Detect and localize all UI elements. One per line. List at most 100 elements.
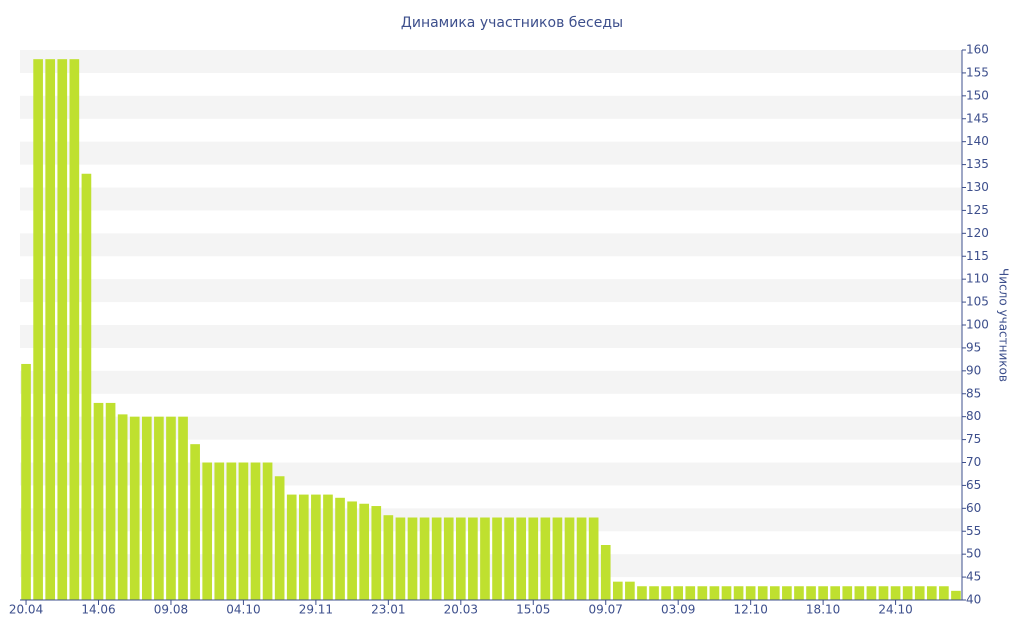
- bar: [166, 416, 176, 600]
- y-tick-label: 100: [966, 318, 989, 332]
- x-tick-label: 20.04: [9, 603, 43, 617]
- bar: [914, 586, 925, 600]
- bar: [794, 586, 804, 600]
- bar: [238, 462, 249, 600]
- bar: [926, 586, 937, 600]
- x-tick-label: 09.07: [589, 603, 623, 617]
- bar: [806, 586, 816, 600]
- y-tick-label: 150: [966, 88, 989, 102]
- y-tick-label: 85: [966, 386, 981, 400]
- bar: [540, 517, 551, 600]
- bar: [383, 515, 394, 600]
- y-tick-label: 155: [966, 65, 989, 79]
- grid-band: [20, 187, 962, 211]
- x-tick-label: 15.05: [516, 603, 550, 617]
- grid-band: [20, 50, 962, 73]
- bar: [178, 416, 188, 600]
- bar: [274, 476, 285, 600]
- x-tick-label: 23.01: [371, 603, 405, 617]
- bar: [576, 517, 587, 600]
- y-tick-label: 55: [966, 524, 981, 538]
- y-tick-label: 110: [966, 272, 989, 286]
- bar: [951, 590, 961, 600]
- y-tick-label: 80: [966, 409, 981, 423]
- bar: [721, 586, 732, 600]
- bar: [890, 586, 901, 600]
- bar: [757, 586, 768, 600]
- bar: [600, 545, 611, 600]
- y-tick-label: 70: [966, 455, 981, 469]
- bar: [141, 416, 152, 600]
- bar: [407, 517, 418, 600]
- bar: [359, 503, 370, 600]
- bar: [625, 581, 635, 600]
- bar: [552, 517, 563, 600]
- grid-band: [20, 416, 962, 440]
- bar: [298, 494, 309, 600]
- bar: [33, 59, 43, 600]
- bar: [129, 416, 140, 600]
- bar: [661, 586, 671, 600]
- y-tick-label: 120: [966, 226, 989, 240]
- bar: [323, 494, 333, 600]
- bar: [492, 517, 502, 600]
- y-tick-label: 130: [966, 180, 989, 194]
- bar: [709, 586, 720, 600]
- bar: [588, 517, 599, 600]
- bar: [45, 59, 56, 600]
- bar: [311, 494, 321, 600]
- bar: [57, 59, 68, 600]
- grid-band: [20, 370, 962, 394]
- bar: [782, 586, 792, 600]
- x-tick-label: 29.11: [299, 603, 333, 617]
- y-axis-label: Число участников: [997, 268, 1011, 382]
- x-tick-label: 12.10: [733, 603, 767, 617]
- bar: [69, 59, 80, 600]
- bar: [697, 586, 708, 600]
- bar: [769, 586, 780, 600]
- bar: [190, 444, 200, 600]
- bar: [902, 586, 913, 600]
- bar: [612, 581, 623, 600]
- bar: [818, 586, 828, 600]
- bar: [117, 414, 128, 600]
- bar: [455, 517, 466, 600]
- bar: [516, 517, 527, 600]
- bar: [93, 402, 104, 600]
- x-tick-label: 24.10: [878, 603, 912, 617]
- bar: [21, 363, 31, 600]
- y-tick-label: 95: [966, 340, 981, 354]
- bar: [347, 501, 357, 600]
- grid-band: [20, 279, 962, 303]
- bar: [564, 517, 575, 600]
- x-tick-label: 14.06: [81, 603, 115, 617]
- grid-band: [20, 233, 962, 257]
- y-tick-label: 105: [966, 295, 989, 309]
- y-tick-label: 135: [966, 157, 989, 171]
- bar: [733, 586, 744, 600]
- bar: [105, 402, 116, 600]
- y-tick-label: 160: [966, 43, 989, 57]
- bar: [673, 586, 684, 600]
- x-tick-label: 09.08: [154, 603, 188, 617]
- bar: [395, 517, 406, 600]
- x-tick-label: 03.09: [661, 603, 695, 617]
- bar: [866, 586, 877, 600]
- y-tick-label: 145: [966, 111, 989, 125]
- bar: [443, 517, 454, 600]
- bar: [649, 586, 659, 600]
- bar: [371, 506, 382, 600]
- bar: [431, 517, 442, 600]
- bar: [335, 497, 345, 600]
- bar: [637, 586, 647, 600]
- bar: [685, 586, 696, 600]
- bar: [480, 517, 490, 600]
- bar: [504, 517, 514, 600]
- y-tick-label: 40: [966, 593, 981, 607]
- y-tick-label: 125: [966, 203, 989, 217]
- bar: [830, 586, 841, 600]
- grid-band: [20, 95, 962, 119]
- bar: [262, 462, 273, 600]
- bar: [81, 173, 92, 600]
